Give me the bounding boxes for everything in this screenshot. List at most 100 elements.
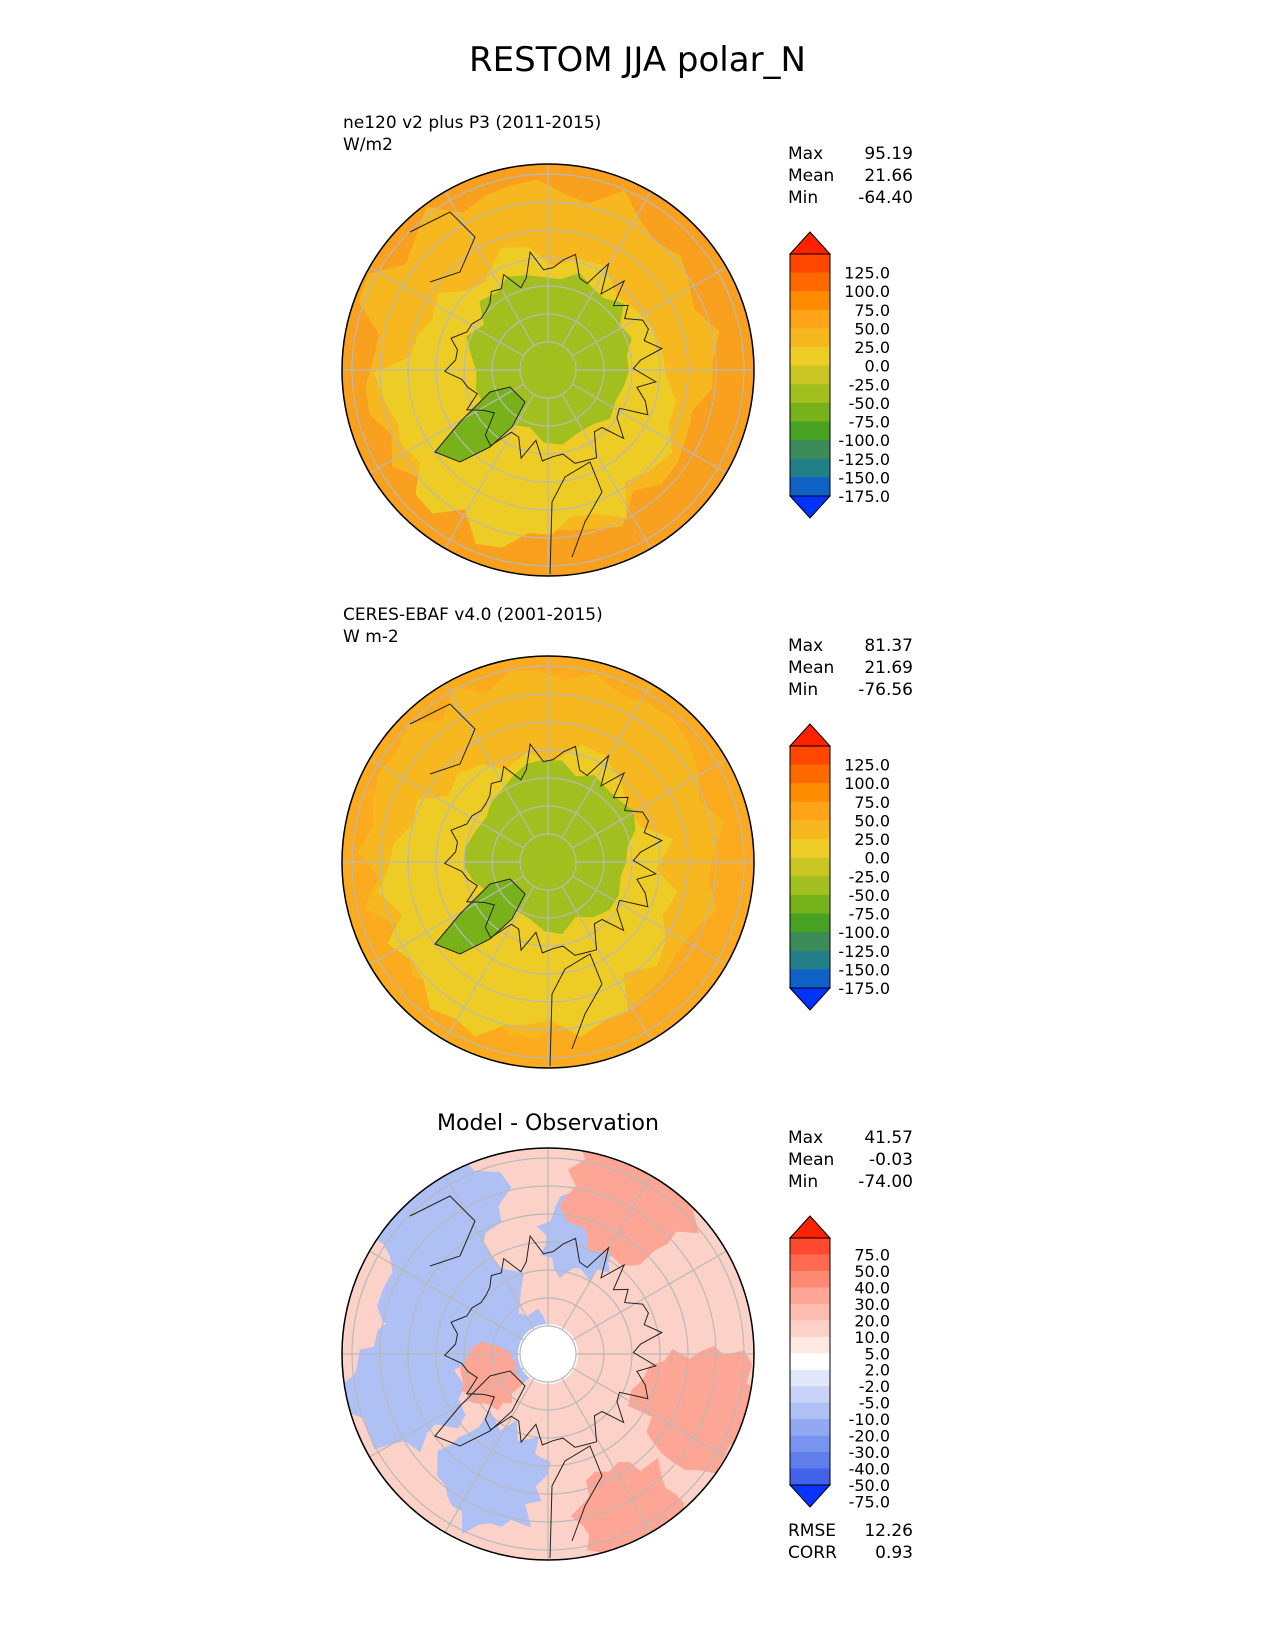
colorbar0-frame	[789, 253, 831, 497]
colorbar1-extend-bottom	[788, 987, 832, 1011]
colorbar2-tick-label: 20.0	[854, 1311, 890, 1330]
colorbar2-tick-label: -40.0	[849, 1460, 890, 1479]
map1-meridian	[571, 758, 727, 849]
map0-coastline-arctic	[443, 250, 664, 464]
panel3-metric-corr: CORR 0.93	[788, 1543, 913, 1563]
colorbar0-tick-label: 50.0	[854, 319, 890, 338]
colorbar2-bin	[790, 1419, 830, 1437]
panel2-stat-min: Min -76.56	[788, 680, 913, 700]
panel1-title-line1: ne120 v2 plus P3 (2011-2015)	[343, 113, 602, 133]
colorbar0-bin	[790, 458, 830, 478]
colorbar2-bin	[790, 1320, 830, 1338]
colorbar1-bin	[790, 764, 830, 784]
colorbar0-tick-label: -75.0	[849, 413, 890, 432]
page-title: RESTOM JJA polar_N	[469, 40, 806, 80]
colorbar2-frame	[789, 1237, 831, 1486]
colorbar2-bin	[790, 1287, 830, 1305]
map0-coastline-north-america	[409, 211, 476, 283]
colorbar1-bin	[790, 932, 830, 952]
map0-graticule	[342, 164, 754, 576]
colorbar0-tick-label: -100.0	[838, 431, 890, 450]
panel1-stat-mean: Mean 21.66	[788, 166, 913, 186]
colorbar2-bin	[790, 1238, 830, 1255]
panel2-title: CERES-EBAF v4.0 (2001-2015) W m-2	[343, 604, 603, 648]
colorbar1-tick-label: -125.0	[838, 942, 890, 961]
map2-meridian	[369, 1367, 525, 1458]
map2-meridian	[571, 1250, 727, 1341]
colorbar0-tick-label: 25.0	[854, 338, 890, 357]
colorbar1-tick-label: 125.0	[844, 756, 890, 775]
map1-meridian	[561, 683, 652, 839]
panel3-colorbar: 75.050.040.030.020.010.05.02.0-2.0-5.0-1…	[788, 1215, 890, 1509]
colorbar1-bin	[790, 950, 830, 970]
map2-meridian	[369, 1250, 525, 1341]
colorbar2-tick-label: 5.0	[865, 1344, 890, 1363]
colorbar2-bin	[790, 1435, 830, 1453]
colorbar0-tick-label: 125.0	[844, 264, 890, 283]
map2-meridian	[571, 1367, 727, 1458]
map0-meridian	[369, 266, 525, 357]
panel2-stat-mean: Mean 21.69	[788, 658, 913, 678]
colorbar1-tick-label: 0.0	[865, 849, 890, 868]
colorbar2-tick-label: 2.0	[865, 1361, 890, 1380]
panel1-title: ne120 v2 plus P3 (2011-2015) W/m2	[343, 112, 601, 156]
map2-region-negative	[342, 1318, 466, 1453]
colorbar1-tick-label: 100.0	[844, 774, 890, 793]
colorbar2-tick-label: -20.0	[849, 1427, 890, 1446]
colorbar2-bin	[790, 1353, 830, 1371]
colorbar1-bin	[790, 783, 830, 803]
colorbar0-tick-label: -50.0	[849, 394, 890, 413]
colorbar0-bin	[790, 309, 830, 329]
map0-coastline-europe	[549, 461, 603, 575]
colorbar2-bin	[790, 1336, 830, 1354]
colorbar0-extend-bottom	[788, 495, 832, 519]
panel3-metrics: RMSE 12.26 CORR 0.93	[788, 1520, 913, 1564]
panel2-stats: Max 81.37 Mean 21.69 Min -76.56	[788, 635, 913, 701]
map0-meridian	[561, 393, 652, 549]
colorbar1-tick-label: -50.0	[849, 886, 890, 905]
colorbar0-bin	[790, 328, 830, 348]
map1-meridian	[561, 885, 652, 1041]
map2-region-pole	[518, 1324, 578, 1384]
map0-boundary	[341, 163, 755, 577]
colorbar1-tick-label: 25.0	[854, 830, 890, 849]
colorbar1-tick-label: 75.0	[854, 793, 890, 812]
map2-graticule	[342, 1148, 754, 1560]
panel3-stat-mean: Mean -0.03	[788, 1150, 913, 1170]
colorbar0-tick-label: -125.0	[838, 450, 890, 469]
panel2-title-units: W m-2	[343, 627, 399, 647]
colorbar2-bin	[790, 1386, 830, 1404]
colorbar2-bin	[790, 1402, 830, 1420]
map1-region-greenland	[435, 879, 525, 954]
panel3-stat-max: Max 41.57	[788, 1128, 913, 1148]
colorbar0-tick-label: -175.0	[838, 487, 890, 506]
map0-meridian	[444, 191, 535, 347]
panel1-colorbar: 125.0100.075.050.025.00.0-25.0-50.0-75.0…	[788, 231, 890, 519]
panel2-title-line1: CERES-EBAF v4.0 (2001-2015)	[343, 605, 603, 625]
panel1-stat-max: Max 95.19	[788, 144, 913, 164]
colorbar2-tick-label: 30.0	[854, 1295, 890, 1314]
colorbar2-bin	[790, 1303, 830, 1321]
colorbar2-tick-label: 40.0	[854, 1278, 890, 1297]
map2-coastline-europe	[549, 1445, 603, 1559]
panel2-colorbar: 125.0100.075.050.025.00.0-25.0-50.0-75.0…	[788, 723, 890, 1011]
panel3-title: Model - Observation	[437, 1111, 659, 1136]
map0-meridian	[444, 393, 535, 549]
colorbar1-tick-label: -75.0	[849, 905, 890, 924]
map2-meridian	[561, 1175, 652, 1331]
colorbar0-bin	[790, 254, 830, 274]
panel1-polar-map	[341, 163, 755, 577]
map0-coastline-greenland	[434, 386, 526, 463]
colorbar2-tick-label: 10.0	[854, 1328, 890, 1347]
map0-meridian	[571, 383, 727, 474]
colorbar1-bin	[790, 894, 830, 915]
colorbar1-bin	[790, 876, 830, 896]
colorbar0-bin	[790, 402, 830, 423]
colorbar1-tick-label: -175.0	[838, 979, 890, 998]
colorbar0-extend-top	[788, 231, 832, 255]
colorbar1-tick-label: -150.0	[838, 960, 890, 979]
map2-meridian	[444, 1377, 535, 1533]
colorbar1-extend-top	[788, 723, 832, 747]
panel3-stat-min: Min -74.00	[788, 1172, 913, 1192]
